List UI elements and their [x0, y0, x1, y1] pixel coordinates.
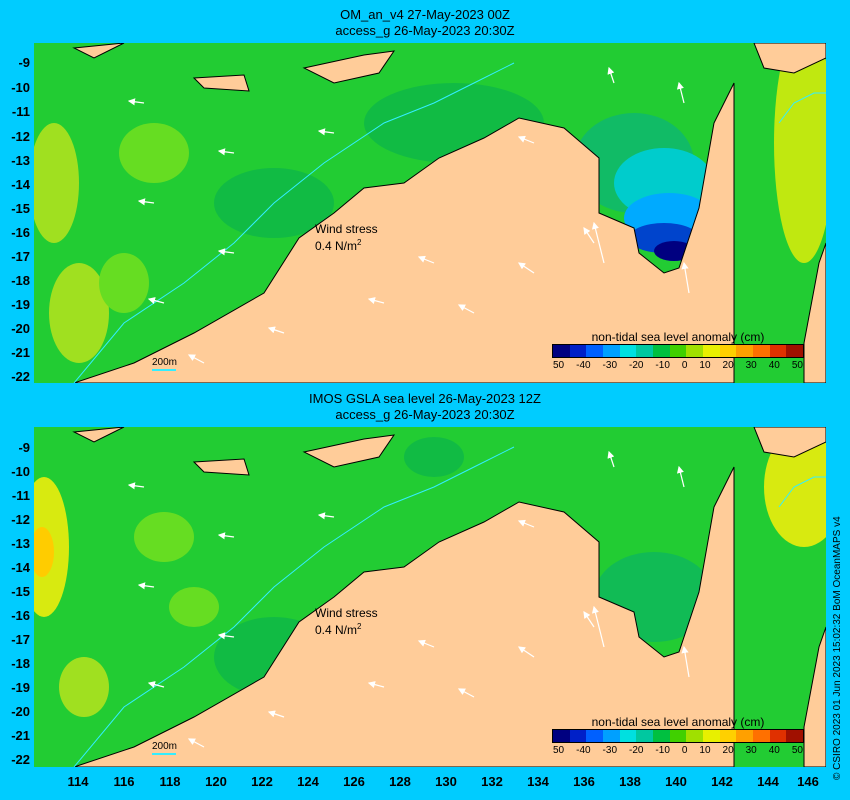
wind-stress-legend: Wind stress 0.4 N/m2 [315, 607, 378, 637]
x-tick-label: 132 [481, 774, 503, 789]
y-tick-label: -17 [11, 249, 30, 264]
y-tick-label: -10 [11, 80, 30, 95]
y-tick-label: -9 [18, 440, 30, 455]
isobath-line-sample [152, 369, 176, 371]
colorbar-title: non-tidal sea level anomaly (cm) [591, 715, 765, 729]
x-tick-label: 144 [757, 774, 779, 789]
colorbar-strip [552, 729, 804, 743]
y-tick-label: -22 [11, 752, 30, 767]
x-tick-label: 128 [389, 774, 411, 789]
colorbar-title: non-tidal sea level anomaly (cm) [591, 330, 765, 344]
bottom-panel-subtitle: access_g 26-May-2023 20:30Z [335, 407, 515, 422]
y-tick-label: -12 [11, 129, 30, 144]
y-tick-label: -16 [11, 608, 30, 623]
top-colorbar: non-tidal sea level anomaly (cm) 50 -40 -3… [552, 330, 804, 371]
wind-stress-value: 0.4 N/m2 [315, 238, 362, 253]
x-tick-label: 114 [67, 774, 89, 789]
x-tick-label: 126 [343, 774, 365, 789]
x-tick-label: 134 [527, 774, 549, 789]
bottom-colorbar: non-tidal sea level anomaly (cm) 50 -40 -3… [552, 715, 804, 756]
y-tick-label: -10 [11, 464, 30, 479]
x-tick-label: 138 [619, 774, 641, 789]
x-tick-label: 122 [251, 774, 273, 789]
top-panel-subtitle: access_g 26-May-2023 20:30Z [335, 23, 515, 38]
y-tick-label: -20 [11, 704, 30, 719]
y-tick-label: -21 [11, 345, 30, 360]
bottom-sea-level-map [34, 427, 826, 767]
y-tick-label: -14 [11, 177, 30, 192]
y-tick-label: -15 [11, 584, 30, 599]
x-tick-label: 120 [205, 774, 227, 789]
colorbar-strip [552, 344, 804, 358]
x-tick-label: 142 [711, 774, 733, 789]
top-panel-title: OM_an_v4 27-May-2023 00Z [340, 7, 510, 22]
y-tick-label: -19 [11, 297, 30, 312]
x-tick-label: 130 [435, 774, 457, 789]
x-tick-label: 136 [573, 774, 595, 789]
y-tick-label: -12 [11, 512, 30, 527]
y-tick-label: -20 [11, 321, 30, 336]
y-tick-label: -18 [11, 273, 30, 288]
bottom-panel-title: IMOS GSLA sea level 26-May-2023 12Z [309, 391, 541, 406]
y-tick-label: -11 [11, 488, 30, 503]
isobath-label: 200m [152, 357, 178, 368]
y-tick-label: -15 [11, 201, 30, 216]
isobath-legend: 200m [152, 357, 177, 371]
x-tick-label: 116 [113, 774, 135, 789]
y-tick-label: -13 [11, 536, 30, 551]
wind-stress-label: Wind stress [315, 222, 378, 236]
y-tick-label: -22 [11, 369, 30, 384]
wind-stress-value: 0.4 N/m2 [315, 622, 362, 637]
credit-text: © CSIRO 2023 01 Jun 2023 15:02:32 BoM Oc… [832, 516, 843, 780]
wind-stress-legend: Wind stress 0.4 N/m2 [315, 223, 378, 253]
x-tick-label: 146 [797, 774, 819, 789]
y-tick-label: -11 [11, 104, 30, 119]
y-tick-label: -14 [11, 560, 30, 575]
x-tick-label: 124 [297, 774, 319, 789]
isobath-label: 200m [152, 741, 178, 752]
colorbar-ticks: 50 -40 -30 -20 -10 0 10 20 30 40 50 [553, 360, 803, 371]
y-tick-label: -19 [11, 680, 30, 695]
isobath-line-sample [152, 753, 176, 755]
x-tick-label: 140 [665, 774, 687, 789]
isobath-legend: 200m [152, 741, 177, 755]
y-tick-label: -13 [11, 153, 30, 168]
y-tick-label: -17 [11, 632, 30, 647]
wind-stress-label: Wind stress [315, 606, 378, 620]
colorbar-ticks: 50 -40 -30 -20 -10 0 10 20 30 40 50 [553, 745, 803, 756]
y-tick-label: -16 [11, 225, 30, 240]
y-tick-label: -21 [11, 728, 30, 743]
y-tick-label: -9 [18, 55, 30, 70]
top-sea-level-map [34, 43, 826, 383]
y-tick-label: -18 [11, 656, 30, 671]
x-tick-label: 118 [159, 774, 181, 789]
